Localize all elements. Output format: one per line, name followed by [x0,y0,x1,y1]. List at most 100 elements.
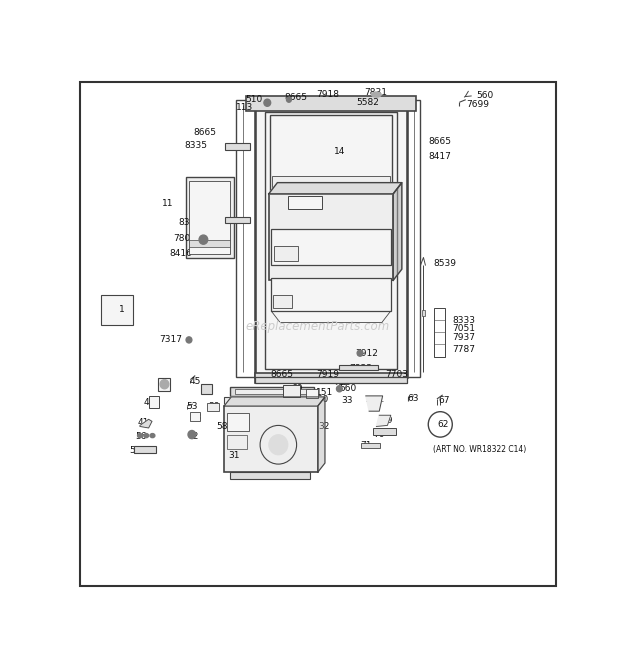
Text: 60: 60 [292,384,303,393]
Polygon shape [140,419,152,428]
Bar [270,115,392,191]
Polygon shape [268,182,402,194]
Bar [207,403,219,411]
Text: 160: 160 [311,395,329,405]
Text: 61: 61 [369,397,380,405]
Text: 70: 70 [373,430,385,439]
Bar [407,100,420,377]
Bar [224,406,317,472]
Text: 72: 72 [187,432,198,441]
Bar [306,389,317,399]
Circle shape [268,434,288,455]
Bar [185,177,234,258]
Polygon shape [376,415,391,426]
Bar [373,428,396,434]
Bar [190,240,230,247]
Text: 46: 46 [161,380,172,389]
Bar [228,412,249,430]
Bar [255,373,407,383]
Text: 56: 56 [136,432,147,441]
Bar [422,310,425,316]
Bar [235,389,309,395]
Text: 31: 31 [228,451,239,461]
Bar [265,112,397,369]
Text: 7807: 7807 [174,233,197,243]
Bar [273,295,292,308]
Bar [271,229,391,265]
Text: 8417: 8417 [428,152,451,161]
Bar [134,446,156,453]
Bar [271,278,391,311]
Bar [228,434,247,449]
Text: 53: 53 [186,402,198,411]
Text: 45: 45 [190,377,201,386]
Bar [190,412,200,421]
Bar [158,378,170,391]
Text: 8665: 8665 [194,128,217,137]
Bar [255,377,407,383]
Text: 33: 33 [341,397,352,405]
Bar [273,246,298,261]
Text: 151: 151 [316,388,334,397]
Text: 8333: 8333 [453,315,476,325]
Circle shape [160,379,169,389]
Text: 7831: 7831 [364,87,387,97]
Text: 36: 36 [202,385,213,395]
Bar [268,194,393,280]
Circle shape [188,430,196,439]
Bar [255,100,407,377]
Text: 69: 69 [382,416,393,425]
Text: 560: 560 [476,91,494,100]
Text: 47: 47 [144,398,156,407]
Text: 8665: 8665 [285,93,308,102]
Text: 7703: 7703 [386,370,409,379]
Circle shape [357,350,363,356]
Bar [270,399,311,406]
Bar [246,96,416,111]
Text: 7051: 7051 [453,324,476,333]
Text: (ART NO. WR18322 C14): (ART NO. WR18322 C14) [433,446,526,454]
Text: 8521: 8521 [309,249,332,258]
Text: 8416: 8416 [169,249,192,258]
Bar [226,143,250,149]
Text: 7833: 7833 [350,364,373,373]
Text: 8665: 8665 [428,137,451,146]
Text: 67: 67 [438,397,450,405]
Text: 7787: 7787 [453,344,476,354]
Bar [288,196,322,209]
Text: 7918: 7918 [316,90,339,99]
Text: 7912: 7912 [355,348,378,358]
Text: 8062: 8062 [309,290,332,299]
Bar [230,387,314,396]
Circle shape [264,99,271,106]
Text: 8335: 8335 [179,218,202,227]
Text: 1: 1 [119,305,125,314]
Text: 7699: 7699 [467,100,490,109]
Bar [224,397,267,408]
Text: 71: 71 [360,442,371,450]
Text: 32: 32 [319,422,330,431]
Ellipse shape [150,434,155,438]
Ellipse shape [144,434,149,438]
Bar [272,176,390,189]
Text: 7317: 7317 [159,335,182,344]
Bar [190,181,230,254]
Text: 8539: 8539 [433,259,456,268]
Polygon shape [393,182,402,280]
Text: 8335: 8335 [184,141,207,150]
Text: 39: 39 [209,402,220,411]
Bar [283,385,300,397]
Bar [226,217,250,223]
Bar [100,295,133,325]
Text: 48: 48 [191,413,202,422]
Text: 5582: 5582 [356,98,379,106]
Text: 8665: 8665 [270,370,293,379]
Text: 7919: 7919 [316,370,339,379]
Bar [339,366,378,370]
Bar [230,472,309,479]
Text: 62: 62 [437,420,448,429]
Bar [434,308,445,357]
Circle shape [286,97,291,102]
Circle shape [337,386,342,392]
Bar [236,100,255,377]
